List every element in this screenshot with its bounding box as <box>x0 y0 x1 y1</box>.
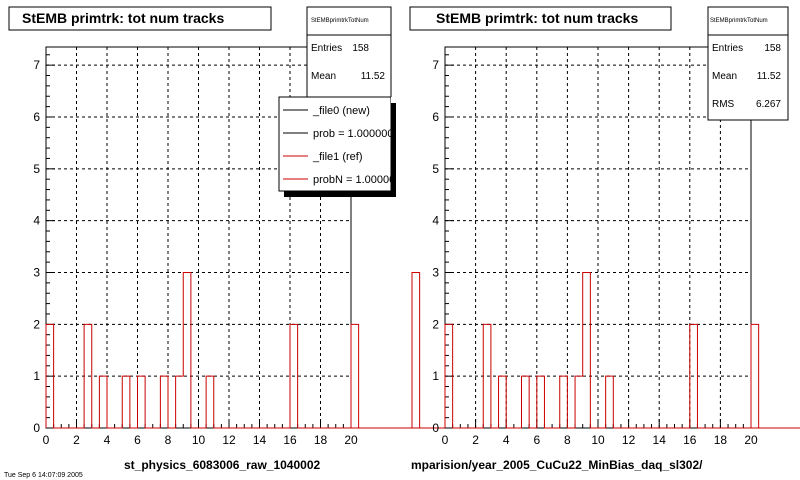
left-stats-mean-label: Mean <box>311 71 336 82</box>
right-stats-rms-label: RMS <box>712 99 735 110</box>
histogram-bin <box>412 272 420 428</box>
right-stats-entries-label: Entries <box>712 43 743 54</box>
legend-entry-file1: _file1 (ref) <box>283 151 363 163</box>
x-tick-label: 14 <box>653 433 667 447</box>
left-stats-title: StEMBprimtrkTotNum <box>311 18 369 24</box>
left-stats-box: StEMBprimtrkTotNum Entries 158 Mean 11.5… <box>306 6 392 98</box>
right-chart-title: StEMB primtrk: tot num tracks <box>436 10 638 26</box>
legend: _file0 (new) prob = 1.000000 _file1 (ref… <box>278 96 411 197</box>
right-x-axis-label: mparision/year_2005_CuCu22_MinBias_daq_s… <box>411 458 703 472</box>
x-tick-label: 10 <box>192 433 206 447</box>
x-tick-label: 16 <box>283 433 297 447</box>
histogram-bin <box>351 324 359 428</box>
right-title-box <box>409 6 672 31</box>
y-tick-label: 7 <box>432 58 439 72</box>
y-tick-label: 5 <box>33 162 40 176</box>
left-histogram-panel: StEMB primtrk: tot num tracks 0 2 4 6 8 10 12 1… <box>8 6 565 472</box>
legend-entry-probN: probN = 1.000000 <box>283 174 401 186</box>
left-x-axis-label: st_physics_6083006_raw_1040002 <box>124 458 320 472</box>
y-tick-label: 6 <box>432 110 439 124</box>
y-tick-label: 0 <box>432 421 439 435</box>
y-tick-label: 0 <box>33 421 40 435</box>
legend-entry-prob: prob = 1.000000 <box>283 128 393 140</box>
x-tick-label: 8 <box>564 433 571 447</box>
y-tick-label: 3 <box>432 265 439 279</box>
right-stats-mean-value: 11.52 <box>757 71 782 82</box>
left-stats-mean-value: 11.52 <box>361 71 386 82</box>
x-tick-label: 0 <box>43 433 50 447</box>
x-tick-label: 16 <box>683 433 697 447</box>
x-tick-label: 2 <box>472 433 479 447</box>
x-tick-label: 20 <box>744 433 758 447</box>
y-tick-label: 4 <box>432 214 439 228</box>
x-tick-label: 12 <box>622 433 636 447</box>
x-tick-label: 18 <box>314 433 328 447</box>
x-tick-label: 0 <box>442 433 449 447</box>
x-tick-label: 14 <box>253 433 267 447</box>
x-tick-label: 8 <box>165 433 172 447</box>
legend-entry-file0: _file0 (new) <box>283 105 370 117</box>
y-tick-label: 4 <box>33 214 40 228</box>
x-tick-label: 4 <box>104 433 111 447</box>
legend-label-file0: _file0 (new) <box>312 105 370 117</box>
histogram-series-line <box>444 271 800 429</box>
x-tick-label: 10 <box>591 433 605 447</box>
left-stats-entries-label: Entries <box>311 43 342 54</box>
histogram-bin <box>751 324 759 428</box>
x-tick-label: 18 <box>714 433 728 447</box>
y-tick-label: 7 <box>33 58 40 72</box>
x-tick-label: 2 <box>73 433 80 447</box>
legend-label-file1: _file1 (ref) <box>312 151 363 163</box>
footer-timestamp: Tue Sep 6 14:07:09 2005 <box>4 472 83 479</box>
right-stats-entries-value: 158 <box>764 43 781 54</box>
left-title-box <box>8 6 272 31</box>
y-tick-label: 5 <box>432 162 439 176</box>
right-stats-box: StEMBprimtrkTotNum Entries 158 Mean 11.5… <box>707 6 789 121</box>
x-tick-label: 12 <box>222 433 236 447</box>
x-tick-label: 6 <box>134 433 141 447</box>
y-tick-label: 2 <box>432 317 439 331</box>
y-tick-label: 1 <box>432 369 439 383</box>
x-tick-label: 20 <box>344 433 358 447</box>
legend-label-probN: probN = 1.000000 <box>313 174 401 186</box>
x-tick-label: 6 <box>533 433 540 447</box>
legend-label-prob: prob = 1.000000 <box>313 128 393 140</box>
right-histogram-panel: StEMB primtrk: tot num tracks 0 2 4 6 8 10 12 1… <box>409 6 800 472</box>
x-tick-label: 4 <box>503 433 510 447</box>
y-tick-label: 6 <box>33 110 40 124</box>
y-tick-label: 2 <box>33 317 40 331</box>
left-stats-entries-value: 158 <box>352 43 369 54</box>
y-tick-label: 3 <box>33 265 40 279</box>
right-stats-rms-value: 6.267 <box>756 99 781 110</box>
plot-frame <box>444 46 752 429</box>
right-stats-title: StEMBprimtrkTotNum <box>710 18 768 24</box>
left-chart-title: StEMB primtrk: tot num tracks <box>22 10 224 26</box>
right-stats-mean-label: Mean <box>712 71 737 82</box>
y-tick-label: 1 <box>33 369 40 383</box>
